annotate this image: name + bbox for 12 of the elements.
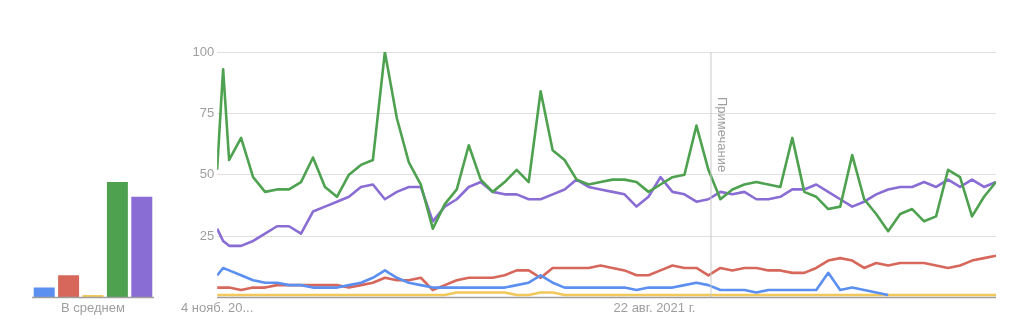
y-tick-label: 50 [199, 166, 215, 182]
y-tick-label: 75 [199, 104, 215, 120]
bar [33, 287, 55, 298]
x-tick-label: В среднем [61, 299, 126, 315]
y-tick-label: 25 [199, 227, 215, 243]
bar [106, 182, 128, 298]
ref-line-label: Примечание [714, 97, 730, 173]
y-tick-label: 100 [192, 43, 215, 59]
bar [58, 275, 80, 298]
bar [131, 196, 153, 298]
x-tick-label: 22 авг. 2021 г. [613, 299, 696, 315]
x-tick-label: 4 нояб. 20... [180, 299, 254, 315]
